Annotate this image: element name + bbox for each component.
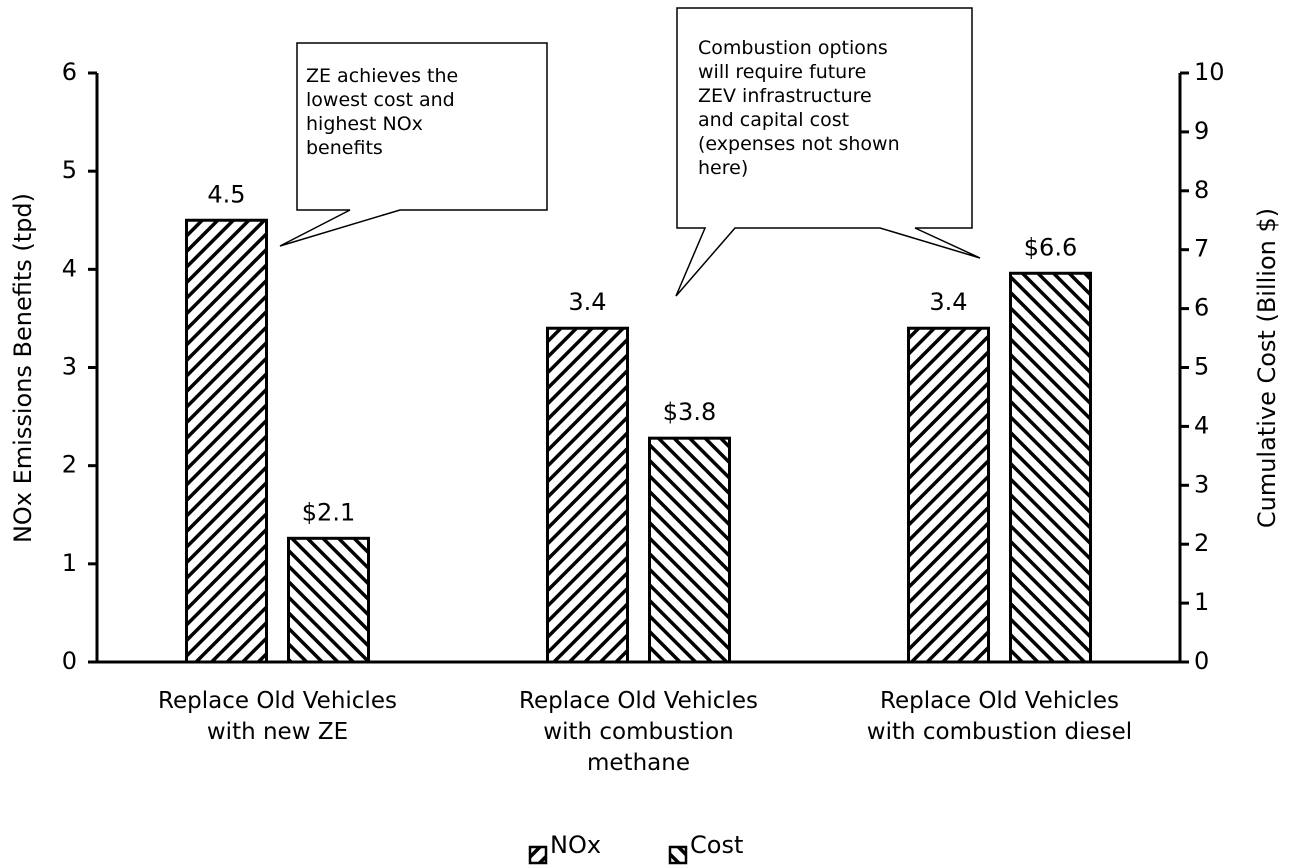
callout-box [675, 7, 981, 297]
y-tick-label: 0 [62, 647, 77, 675]
y2-tick-label: 5 [1194, 353, 1209, 381]
y2-tick-label: 6 [1194, 294, 1209, 322]
legend-swatch [668, 845, 688, 865]
annotation: Combustion options will require future Z… [698, 37, 900, 179]
y-tick-label: 6 [62, 58, 77, 86]
x-tick-label: Replace Old Vehicles with combustion met… [519, 688, 758, 776]
bar [648, 436, 731, 664]
callout-box [279, 42, 548, 247]
bar [907, 326, 990, 664]
data-label: 3.4 [568, 288, 606, 316]
y2-tick-label: 9 [1194, 117, 1209, 145]
y-tick-label: 3 [62, 353, 77, 381]
y-tick-label: 1 [62, 549, 77, 577]
y2-tick-label: 7 [1194, 235, 1209, 263]
x-tick-label: Replace Old Vehicles with new ZE [158, 688, 397, 745]
legend-swatch [528, 845, 548, 865]
y2-axis-label: Cumulative Cost (Billion $) [1253, 208, 1281, 528]
y2-tick-label: 2 [1194, 529, 1209, 557]
legend-label: NOx [550, 831, 601, 859]
y-tick-label: 2 [62, 451, 77, 479]
y-axis-label: NOx Emissions Benefits (tpd) [9, 193, 37, 543]
data-label: $6.6 [1024, 233, 1077, 261]
y2-tick-label: 3 [1194, 470, 1209, 498]
y-tick-label: 4 [62, 254, 77, 282]
annotation: ZE achieves the lowest cost and highest … [306, 65, 459, 159]
data-label: 4.5 [207, 180, 245, 208]
y2-tick-label: 1 [1194, 588, 1209, 616]
y2-tick-label: 10 [1194, 58, 1225, 86]
bar [185, 218, 268, 664]
y2-tick-label: 4 [1194, 411, 1209, 439]
x-tick-label: Replace Old Vehicles with combustion die… [866, 688, 1133, 745]
y-tick-label: 5 [62, 156, 77, 184]
y2-tick-label: 0 [1194, 647, 1209, 675]
data-label: 3.4 [929, 288, 967, 316]
bar [546, 326, 629, 664]
y2-tick-label: 8 [1194, 176, 1209, 204]
bar [1009, 271, 1092, 664]
data-label: $3.8 [663, 398, 716, 426]
bar [287, 536, 370, 664]
data-label: $2.1 [302, 498, 355, 526]
legend-label: Cost [690, 831, 743, 859]
